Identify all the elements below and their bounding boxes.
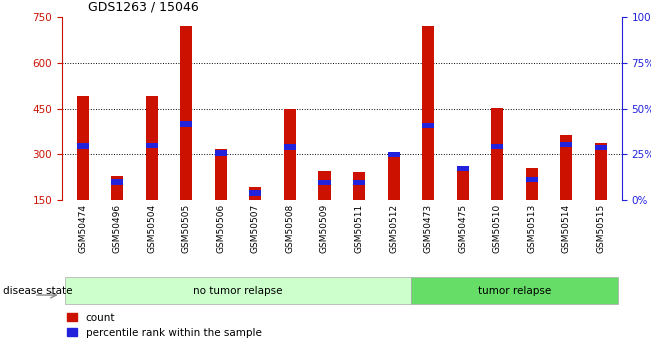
Bar bbox=[492, 108, 503, 200]
Bar bbox=[422, 26, 434, 200]
Bar bbox=[353, 172, 365, 200]
Text: GSM50513: GSM50513 bbox=[527, 204, 536, 253]
Text: GSM50506: GSM50506 bbox=[216, 204, 225, 253]
Bar bbox=[595, 143, 607, 200]
Bar bbox=[353, 180, 365, 186]
Bar bbox=[318, 180, 331, 185]
Text: GSM50504: GSM50504 bbox=[147, 204, 156, 253]
Text: GSM50475: GSM50475 bbox=[458, 204, 467, 253]
Bar bbox=[318, 171, 331, 200]
Bar bbox=[249, 187, 262, 200]
Bar bbox=[561, 142, 572, 147]
Text: GSM50512: GSM50512 bbox=[389, 204, 398, 253]
Bar bbox=[284, 144, 296, 150]
Text: GDS1263 / 15046: GDS1263 / 15046 bbox=[88, 1, 199, 14]
Text: GSM50507: GSM50507 bbox=[251, 204, 260, 253]
Text: GSM50508: GSM50508 bbox=[285, 204, 294, 253]
Text: GSM50514: GSM50514 bbox=[562, 204, 571, 253]
Text: GSM50474: GSM50474 bbox=[78, 204, 87, 253]
Bar bbox=[422, 123, 434, 128]
Bar bbox=[215, 149, 227, 200]
Text: GSM50515: GSM50515 bbox=[596, 204, 605, 253]
Text: GSM50510: GSM50510 bbox=[493, 204, 502, 253]
Text: GSM50473: GSM50473 bbox=[424, 204, 433, 253]
Bar bbox=[526, 168, 538, 200]
Bar bbox=[180, 26, 192, 200]
Text: tumor relapse: tumor relapse bbox=[478, 286, 551, 296]
Text: GSM50505: GSM50505 bbox=[182, 204, 191, 253]
Legend: count, percentile rank within the sample: count, percentile rank within the sample bbox=[67, 313, 262, 338]
Text: disease state: disease state bbox=[3, 286, 73, 296]
FancyBboxPatch shape bbox=[411, 277, 618, 304]
Bar bbox=[457, 166, 469, 171]
Bar bbox=[492, 144, 503, 149]
Bar bbox=[561, 136, 572, 200]
Text: GSM50496: GSM50496 bbox=[113, 204, 122, 253]
FancyBboxPatch shape bbox=[65, 277, 411, 304]
Text: GSM50509: GSM50509 bbox=[320, 204, 329, 253]
Bar bbox=[595, 145, 607, 150]
Bar bbox=[111, 176, 123, 200]
Bar bbox=[526, 177, 538, 182]
Bar bbox=[284, 109, 296, 200]
Bar bbox=[457, 168, 469, 200]
Bar bbox=[77, 97, 89, 200]
Bar bbox=[146, 142, 158, 148]
Bar bbox=[146, 97, 158, 200]
Bar bbox=[249, 190, 262, 196]
Bar bbox=[387, 152, 400, 200]
Text: no tumor relapse: no tumor relapse bbox=[193, 286, 283, 296]
Bar bbox=[77, 143, 89, 149]
Bar bbox=[180, 121, 192, 127]
Bar bbox=[215, 150, 227, 156]
Bar bbox=[111, 179, 123, 185]
Bar bbox=[387, 152, 400, 157]
Text: GSM50511: GSM50511 bbox=[355, 204, 363, 253]
